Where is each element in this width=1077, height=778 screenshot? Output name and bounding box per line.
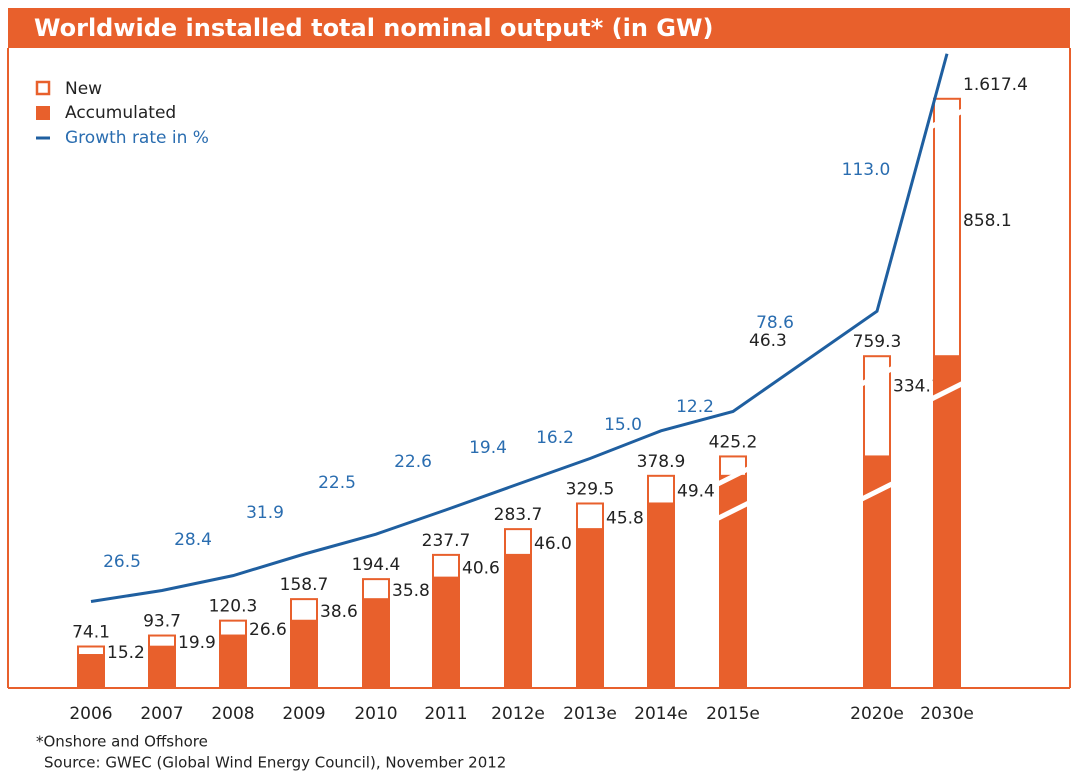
total-label: 283.7 [494,505,543,525]
accumulated-bar [148,646,176,688]
new-bar [647,474,675,505]
source: Source: GWEC (Global Wind Energy Council… [44,754,506,772]
total-label: 237.7 [422,531,471,551]
x-tick-label: 2006 [69,704,112,724]
legend-label: Growth rate in % [65,128,209,148]
total-label: 158.7 [280,575,329,595]
total-label: 759.3 [853,332,902,352]
growth-label: 113.0 [842,160,891,180]
x-tick-label: 2020e [850,704,904,724]
new-bar [77,645,105,657]
growth-label: 19.4 [469,438,507,458]
new-label: 49.4 [677,482,715,502]
new-label: 19.9 [178,633,216,653]
break-mark [715,500,751,522]
x-tick-label: 2014e [634,704,688,724]
new-bar [576,502,604,531]
new-label: 45.8 [606,508,644,528]
growth-label: 78.6 [756,313,794,333]
total-label: 74.1 [72,623,110,643]
new-label: 334.1 [893,376,942,396]
new-label: 40.6 [462,558,500,578]
break-mark [859,481,895,502]
accumulated-bar [647,503,675,688]
accumulated-bar [576,529,604,688]
break-mark [859,365,895,387]
new-label: 858.1 [963,211,1012,231]
accumulated-bar [362,599,390,688]
accumulated-bar [77,655,105,688]
new-bar [432,553,460,579]
accumulated-bar [290,620,318,688]
growth-line [90,53,949,603]
x-tick-label: 2012e [491,704,545,724]
total-label: 378.9 [637,452,686,472]
growth-label: 15.0 [604,415,642,435]
total-label: 120.3 [209,597,258,617]
new-label: 26.6 [249,620,287,640]
accumulated-bar [933,356,961,688]
title-bar [8,8,1070,48]
x-tick-label: 2008 [211,704,254,724]
break-mark [715,466,751,487]
growth-label: 28.4 [174,530,212,550]
x-tick-label: 2009 [282,704,325,724]
total-label: 425.2 [709,432,758,452]
break-mark [929,380,965,402]
total-label: 1.617.4 [963,75,1028,95]
new-bar [933,97,961,358]
legend-swatch [35,80,51,96]
accumulated-bar [432,577,460,688]
new-label: 46.0 [534,534,572,554]
new-bar [148,634,176,648]
x-tick-label: 2010 [354,704,397,724]
growth-label: 26.5 [103,552,141,572]
x-tick-label: 2011 [424,704,467,724]
footnote: *Onshore and Offshore [36,733,208,751]
legend-label: New [65,79,102,99]
growth-label: 22.6 [394,452,432,472]
chart-title: Worldwide installed total nominal output… [34,14,713,42]
accumulated-bar [219,635,247,688]
new-label: 38.6 [320,602,358,622]
growth-label: 22.5 [318,473,356,493]
x-tick-label: 2007 [140,704,183,724]
legend-swatch [36,106,50,120]
new-label: 35.8 [392,581,430,601]
growth-label: 16.2 [536,428,574,448]
x-tick-label: 2013e [563,704,617,724]
x-tick-label: 2015e [706,704,760,724]
new-bar [290,598,318,622]
new-label: 15.2 [107,643,145,663]
total-label: 329.5 [566,479,615,499]
growth-label: 12.2 [676,397,714,417]
growth-label: 31.9 [246,503,284,523]
new-label: 46.3 [749,331,787,351]
legend-label: Accumulated [65,103,176,123]
total-label: 194.4 [352,555,401,575]
new-bar [362,578,390,601]
new-bar [219,619,247,637]
break-mark [929,108,965,130]
accumulated-bar [504,554,532,688]
total-label: 93.7 [143,612,181,632]
new-bar [504,528,532,556]
x-tick-label: 2030e [920,704,974,724]
